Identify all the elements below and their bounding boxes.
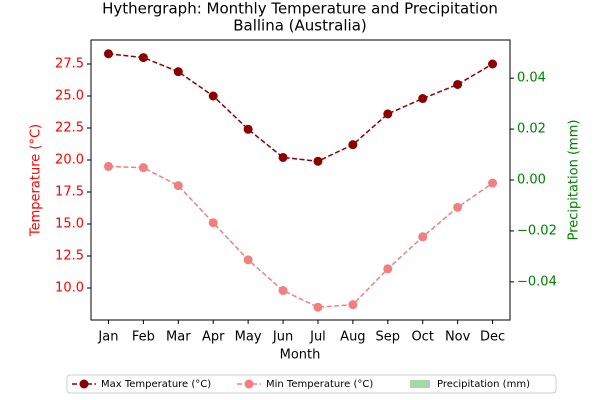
x-tick-label: Jul bbox=[309, 330, 326, 345]
temp-line bbox=[108, 165, 493, 308]
temp-point bbox=[208, 91, 218, 101]
legend-swatch bbox=[410, 380, 430, 388]
temp-point bbox=[278, 152, 288, 162]
legend-box bbox=[66, 374, 557, 394]
x-tick-label: May bbox=[235, 330, 262, 345]
temp-point bbox=[103, 161, 113, 171]
chart-title: Hythergraph: Monthly Temperature and Pre… bbox=[102, 0, 498, 18]
y2-tick-label: −0.02 bbox=[517, 223, 557, 238]
x-axis-label: Month bbox=[280, 348, 321, 363]
temp-point bbox=[313, 302, 323, 312]
plot-frame bbox=[90, 39, 511, 321]
y2-tick-label: 0.00 bbox=[517, 173, 546, 188]
y-tick-label: 27.5 bbox=[55, 57, 84, 72]
y-tick-label: 12.5 bbox=[55, 249, 84, 264]
temp-point bbox=[453, 79, 463, 89]
temp-point bbox=[103, 49, 113, 59]
y-tick-label: 22.5 bbox=[55, 121, 84, 136]
temp-point bbox=[138, 53, 148, 63]
x-tick-label: Apr bbox=[202, 330, 225, 345]
temp-point bbox=[243, 255, 253, 265]
x-tick-label: Feb bbox=[132, 330, 155, 345]
temp-point bbox=[173, 181, 183, 191]
legend-label: Precipitation (mm) bbox=[437, 379, 530, 390]
y-tick-label: 17.5 bbox=[55, 185, 84, 200]
temp-point bbox=[173, 67, 183, 77]
temp-point bbox=[313, 156, 323, 166]
legend-marker bbox=[244, 379, 254, 389]
x-tick-label: Mar bbox=[166, 330, 191, 345]
y2-tick-label: 0.04 bbox=[517, 71, 546, 86]
y2-tick-label: 0.02 bbox=[517, 122, 546, 137]
temp-line bbox=[108, 53, 493, 163]
temp-point bbox=[278, 286, 288, 296]
x-tick-label: Jun bbox=[272, 330, 293, 345]
legend-marker bbox=[79, 379, 89, 389]
x-tick-label: Dec bbox=[480, 330, 505, 345]
temp-point bbox=[138, 163, 148, 173]
y2-tick-label: −0.04 bbox=[517, 274, 557, 289]
y-tick-label: 15.0 bbox=[55, 217, 84, 232]
temp-point bbox=[488, 59, 498, 69]
y-tick-label: 20.0 bbox=[55, 153, 84, 168]
temp-point bbox=[383, 264, 393, 274]
temp-point bbox=[453, 202, 463, 212]
temp-point bbox=[348, 300, 358, 310]
chart-subtitle: Ballina (Australia) bbox=[233, 17, 367, 35]
temp-point bbox=[208, 218, 218, 228]
y-tick-label: 25.0 bbox=[55, 89, 84, 104]
x-tick-label: Aug bbox=[340, 330, 365, 345]
y-tick-label: 10.0 bbox=[55, 281, 84, 296]
x-tick-label: Oct bbox=[411, 330, 433, 345]
temp-point bbox=[243, 124, 253, 134]
x-tick-label: Jan bbox=[97, 330, 118, 345]
x-tick-label: Nov bbox=[445, 330, 471, 345]
temp-point bbox=[418, 232, 428, 242]
temp-point bbox=[383, 109, 393, 119]
temp-point bbox=[348, 140, 358, 150]
x-tick-label: Sep bbox=[376, 330, 401, 345]
legend-label: Max Temperature (°C) bbox=[101, 379, 211, 390]
y-axis-label: Temperature (°C) bbox=[29, 124, 44, 237]
legend-label: Min Temperature (°C) bbox=[266, 379, 373, 390]
temp-point bbox=[418, 94, 428, 104]
y2-axis-label: Precipitation (mm) bbox=[567, 120, 582, 241]
temp-point bbox=[488, 178, 498, 188]
